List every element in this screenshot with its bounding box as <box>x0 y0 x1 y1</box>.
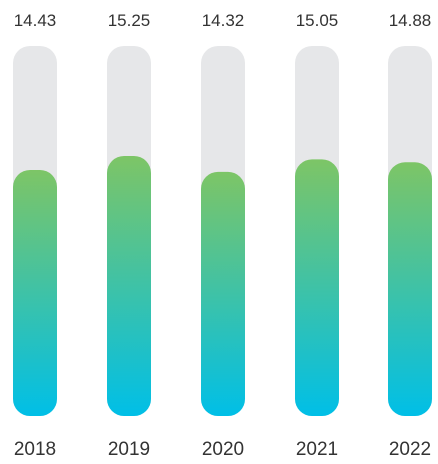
value-label-2022: 14.88 <box>389 11 432 30</box>
value-label-2018: 14.43 <box>14 11 57 30</box>
category-label-2021: 2021 <box>296 439 338 460</box>
bar-2022 <box>388 162 432 416</box>
value-label-2020: 14.32 <box>202 11 245 30</box>
category-label-2020: 2020 <box>202 439 244 460</box>
category-label-2018: 2018 <box>14 439 56 460</box>
value-label-2019: 15.25 <box>108 11 151 30</box>
value-label-2021: 15.05 <box>296 11 339 30</box>
category-label-2022: 2022 <box>389 439 431 460</box>
bar-2018 <box>13 169 57 416</box>
category-label-2019: 2019 <box>108 439 150 460</box>
bar-2020 <box>201 171 245 416</box>
bar-2021 <box>295 159 339 417</box>
bar-2019 <box>107 155 151 416</box>
bars-group: 14.43 2018 15.25 2019 14.32 2020 15.05 2021 14.8… <box>13 11 432 460</box>
